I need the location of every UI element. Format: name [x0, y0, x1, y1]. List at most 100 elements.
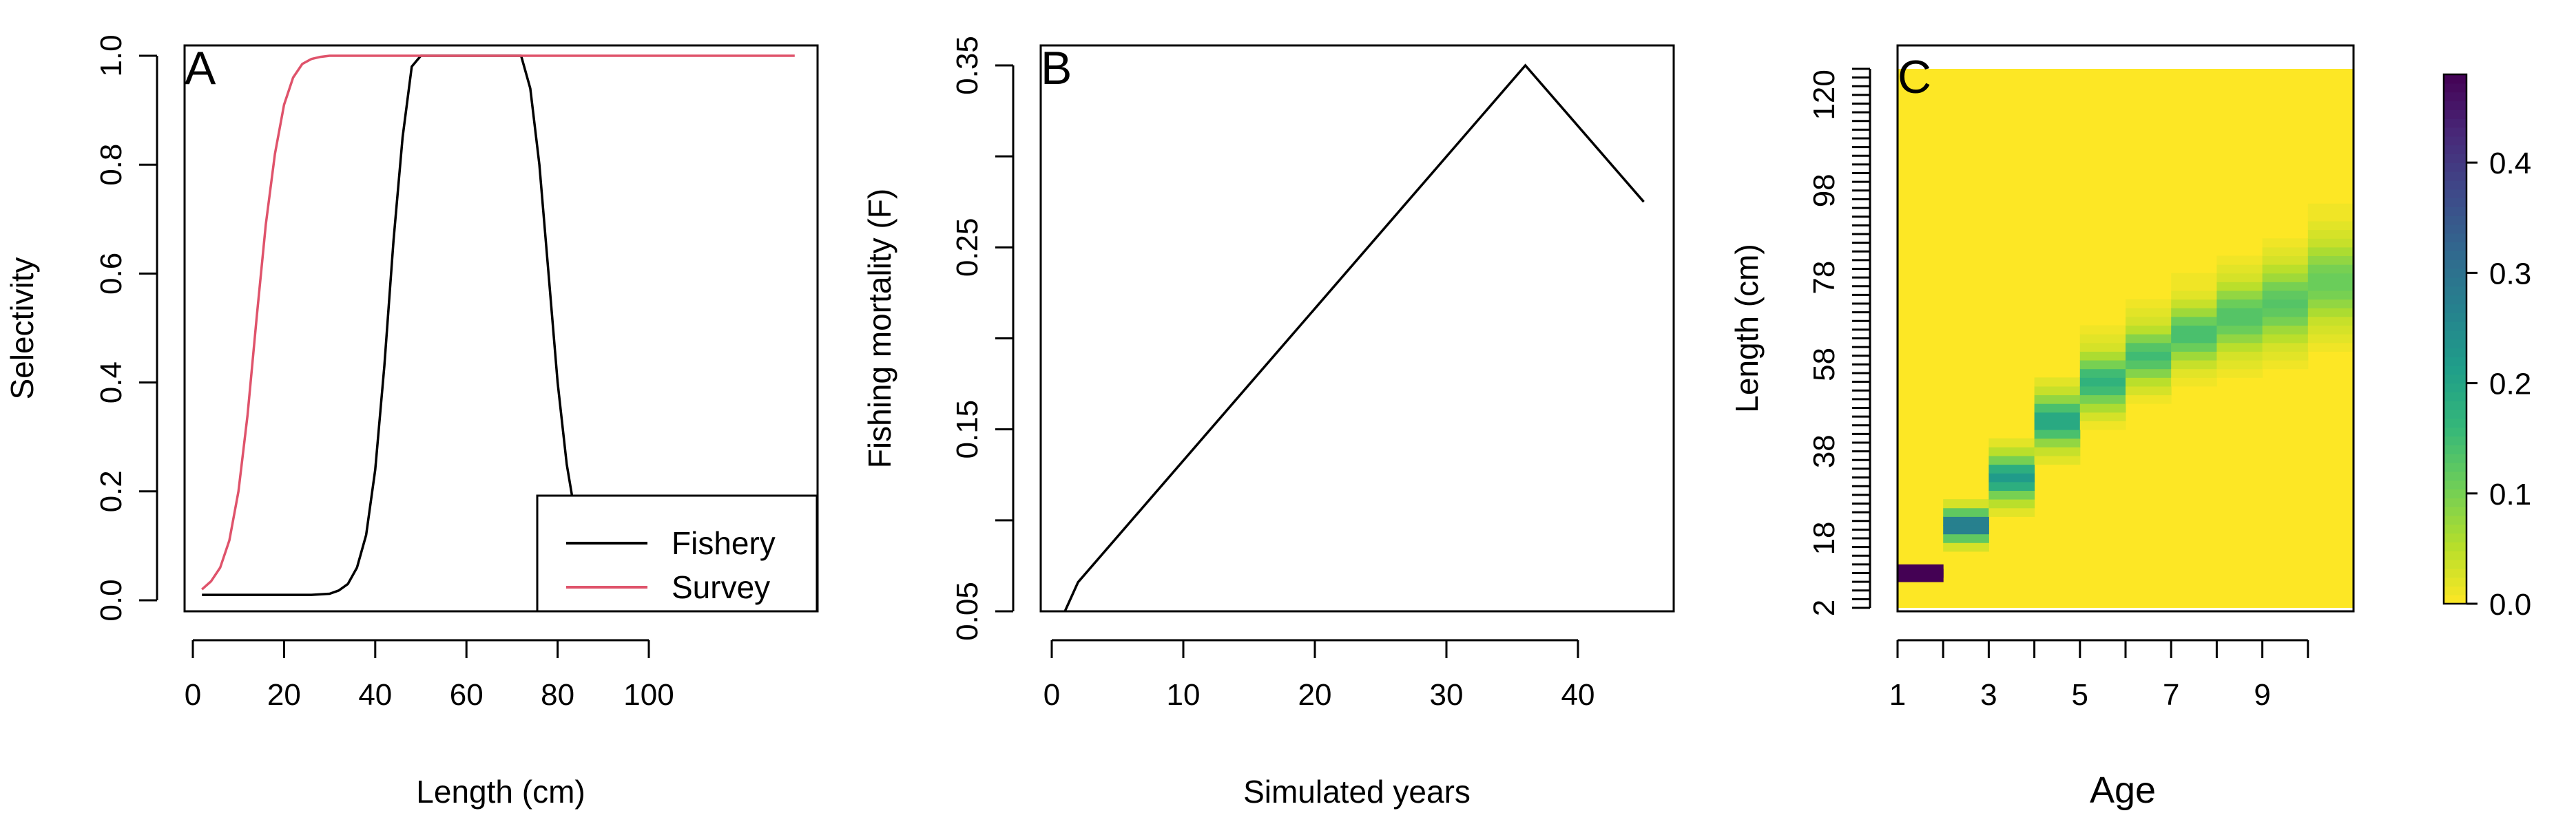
- colorbar-segment: [2444, 145, 2466, 154]
- heatmap-cell: [2216, 255, 2263, 265]
- colorbar-segment: [2444, 92, 2466, 102]
- panel-a-x-ticks: 0 20 40 60 80 100: [185, 639, 674, 712]
- heatmap-cell: [2126, 342, 2172, 352]
- panel-b-y-tick-label: 0.05: [951, 582, 984, 641]
- panel-b-letter: B: [1041, 42, 1072, 94]
- colorbar-segment: [2444, 251, 2466, 260]
- colorbar-segment: [2444, 498, 2466, 507]
- panel-a-x-tick-label: 40: [358, 678, 392, 712]
- panel-a-x-tick-label: 0: [185, 678, 201, 712]
- panel-c-y-tick-label: 120: [1807, 70, 1841, 120]
- panel-c-y-tick-label: 78: [1807, 261, 1841, 295]
- colorbar-segment: [2444, 304, 2466, 313]
- colorbar-segment: [2444, 489, 2466, 498]
- panel-a-legend: Fishery Survey: [536, 494, 818, 613]
- panel-c-y-tick-label: 18: [1807, 521, 1841, 555]
- panel-b-series: [1063, 63, 1645, 612]
- heatmap-cell: [2307, 255, 2354, 265]
- colorbar-segment: [2444, 295, 2466, 304]
- panel-a-y-tick-label: 0.6: [94, 253, 128, 295]
- heatmap-cell: [2171, 334, 2217, 344]
- heatmap-cell: [2171, 308, 2217, 317]
- heatmap-cell: [2307, 299, 2354, 308]
- colorbar-segment: [2444, 436, 2466, 445]
- heatmap-cell: [2216, 273, 2263, 282]
- colorbar-segment: [2444, 215, 2466, 225]
- heatmap-cell: [2216, 316, 2263, 326]
- panel-b-y-tick-label: 0.15: [951, 400, 984, 459]
- heatmap-cell: [2262, 291, 2309, 300]
- heatmap-cell: [2079, 360, 2126, 370]
- heatmap-cell: [2126, 299, 2172, 308]
- heatmap-cell: [1988, 464, 2035, 474]
- panel-a-x-axis-title: Length (cm): [416, 774, 585, 810]
- heatmap-cell: [2216, 368, 2263, 378]
- heatmap-cell: [2034, 412, 2081, 421]
- legend-label-survey: Survey: [672, 569, 770, 605]
- heatmap-cell: [2262, 282, 2309, 291]
- heatmap-cell: [2262, 334, 2309, 344]
- colorbar-segment: [2444, 533, 2466, 542]
- heatmap-cell: [2262, 273, 2309, 282]
- heatmap-cell: [2079, 403, 2126, 413]
- heatmap-cell: [2216, 264, 2263, 274]
- panel-c-x-axis-title: Age: [2090, 770, 2156, 811]
- heatmap-cell: [2079, 325, 2126, 335]
- heatmap-cell: [1943, 516, 1989, 526]
- colorbar-segment: [2444, 551, 2466, 560]
- panel-c-y-tick-label: 38: [1807, 434, 1841, 468]
- colorbar-segment: [2444, 321, 2466, 331]
- heatmap-cell: [2216, 351, 2263, 361]
- heatmap-cell: [2216, 334, 2263, 344]
- heatmap-cell: [2216, 282, 2263, 291]
- panel-c-y-tick-label: 2: [1807, 600, 1841, 616]
- heatmap-cell: [2034, 394, 2081, 404]
- heatmap-cell: [2262, 351, 2309, 361]
- panel-b-x-axis-title: Simulated years: [1243, 774, 1471, 810]
- panel-a-y-tick-label: 0.4: [94, 361, 128, 403]
- heatmap-cell: [2262, 246, 2309, 257]
- heatmap-cell: [2171, 316, 2217, 326]
- panel-c-letter: C: [1898, 51, 1931, 103]
- heatmap-cell: [2126, 334, 2172, 344]
- heatmap-cell: [2216, 342, 2263, 352]
- heatmap-cell: [1988, 438, 2035, 447]
- colorbar-tick-label: 0.2: [2489, 368, 2531, 401]
- panel-b-x-ticks: 0 10 20 30 40: [1043, 639, 1595, 712]
- panel-a-y-tick-label: 1.0: [94, 34, 128, 76]
- heatmap-cell: [2307, 316, 2354, 326]
- colorbar-segment: [2444, 462, 2466, 472]
- heatmap-cell: [2034, 430, 2081, 439]
- heatmap-cell: [2171, 282, 2217, 291]
- panel-c-x-tick-label: 5: [2072, 678, 2088, 712]
- panel-b-x-tick-label: 40: [1561, 678, 1595, 712]
- heatmap-cell: [2079, 412, 2126, 421]
- heatmap-cell: [2171, 273, 2217, 282]
- heatmap-cell: [2216, 308, 2263, 317]
- series-line-fishery: [202, 54, 586, 596]
- heatmap-cell: [2126, 368, 2172, 378]
- colorbar-segment: [2444, 171, 2466, 181]
- heatmap-cell: [2262, 316, 2309, 326]
- heatmap-cell: [2307, 264, 2354, 274]
- panel-c-heatmap-cells: [1898, 69, 2354, 608]
- panel-a-y-ticks: 0.0 0.2 0.4 0.6 0.8 1.0: [94, 34, 158, 622]
- heatmap-cell: [2034, 386, 2081, 396]
- colorbar-segment: [2444, 507, 2466, 516]
- colorbar-segment: [2444, 242, 2466, 251]
- heatmap-cell: [1943, 525, 1989, 535]
- colorbar-segment: [2444, 445, 2466, 454]
- colorbar-frame: [2442, 73, 2468, 605]
- panel-c-y-tick-label: 58: [1807, 348, 1841, 381]
- panel-c-x-tick-label: 7: [2163, 678, 2179, 712]
- heatmap-cell: [2079, 342, 2126, 352]
- heatmap-cell: [2307, 334, 2354, 344]
- panel-a-selectivity-chart: A 0 20 40 60 80 100 0.0 0.2 0.4 0.6 0.8 1.0 Length…: [4, 34, 819, 810]
- colorbar-tick-label: 0.0: [2489, 588, 2531, 622]
- heatmap-cell: [2126, 351, 2172, 361]
- heatmap-cell: [2262, 299, 2309, 308]
- heatmap-cell: [2034, 421, 2081, 430]
- colorbar-segment: [2444, 101, 2466, 110]
- panel-a-series: [201, 54, 795, 596]
